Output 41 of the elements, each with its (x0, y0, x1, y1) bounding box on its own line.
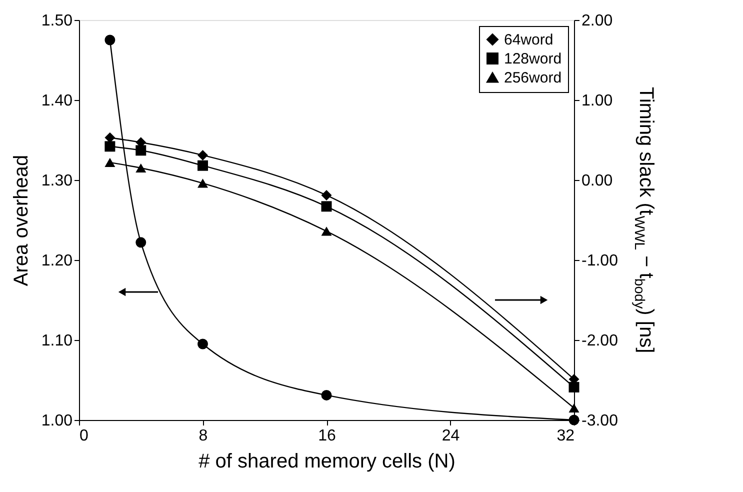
x-tick-label: 8 (198, 428, 208, 444)
point (321, 390, 332, 400)
x-axis-title: # of shared memory cells (N) (198, 450, 456, 472)
legend-label: 256word (504, 70, 562, 86)
y-tick-label: 1.10 (41, 332, 73, 350)
point (104, 141, 116, 152)
point (321, 226, 332, 236)
point (198, 160, 208, 171)
y-tick-label: 1.20 (41, 252, 73, 270)
y2-axis-title: Timing slack (tWWL − tbody) [ns] (632, 86, 657, 354)
legend-label: 128word (504, 50, 562, 68)
y-tick-label: 1.40 (41, 92, 73, 110)
y-axis-title: Area overhead (10, 154, 32, 286)
point (136, 163, 146, 173)
point (104, 132, 116, 143)
point (568, 403, 580, 413)
point (198, 338, 208, 350)
point (104, 34, 116, 46)
x-tick-label: 16 (318, 428, 336, 444)
x-tick-label: 32 (556, 428, 575, 444)
y2-tick-label: -1.00 (582, 252, 618, 270)
point (198, 150, 208, 160)
point (104, 158, 116, 167)
point (136, 145, 146, 156)
x-tick-label: 0 (80, 428, 88, 444)
point (321, 201, 332, 212)
y2-tick-label: -3.00 (582, 412, 618, 430)
point (136, 237, 146, 248)
legend-label: 64word (504, 32, 554, 48)
y-tick-label: 1.30 (41, 172, 73, 190)
y-tick-label: 1.00 (41, 412, 73, 430)
point (321, 190, 332, 200)
y2-tick-label: 1.00 (582, 92, 613, 110)
y2-tick-label: 2.00 (582, 12, 613, 30)
y-tick-label: 1.50 (41, 12, 73, 30)
x-tick-label: 24 (442, 428, 460, 444)
point (198, 178, 208, 188)
y2-tick-label: -2.00 (582, 332, 618, 350)
point (568, 414, 580, 426)
point (568, 382, 580, 392)
y2-tick-label: 0.00 (582, 172, 613, 190)
